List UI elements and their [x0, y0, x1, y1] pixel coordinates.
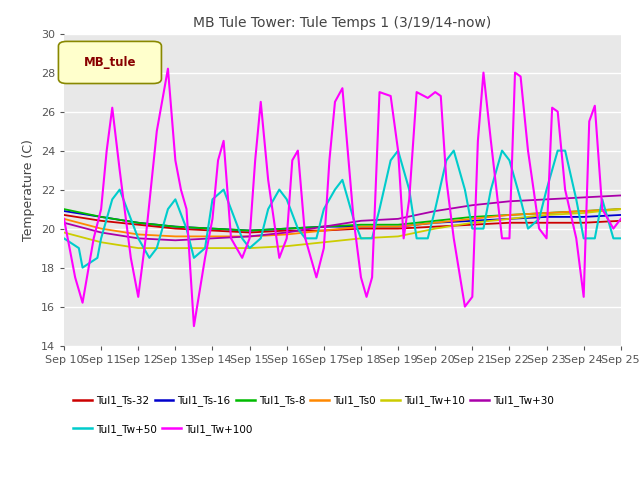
Title: MB Tule Tower: Tule Temps 1 (3/19/14-now): MB Tule Tower: Tule Temps 1 (3/19/14-now… [193, 16, 492, 30]
FancyBboxPatch shape [58, 41, 161, 84]
Y-axis label: Temperature (C): Temperature (C) [22, 139, 35, 240]
Legend: Tul1_Tw+50, Tul1_Tw+100: Tul1_Tw+50, Tul1_Tw+100 [69, 420, 257, 439]
Text: MB_tule: MB_tule [84, 56, 136, 69]
